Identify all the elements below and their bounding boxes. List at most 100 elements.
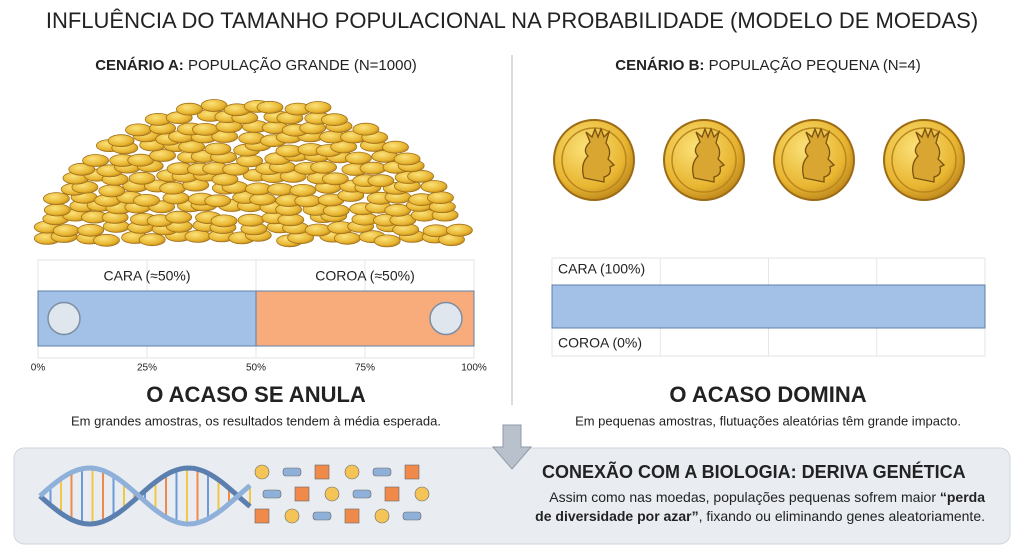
coin-rim — [561, 127, 627, 193]
pile-coin — [420, 180, 448, 193]
bar-label: COROA (0%) — [558, 335, 642, 351]
scenario-a-heading: O ACASO SE ANULA — [146, 382, 366, 407]
scenario-b-label: CENÁRIO B: POPULAÇÃO PEQUENA (N=4) — [615, 57, 921, 74]
pile-coin — [294, 194, 322, 208]
gene-block — [312, 511, 332, 521]
pile-coin — [382, 140, 409, 154]
footer-title: CONEXÃO COM A BIOLOGIA: DERIVA GENÉTICA — [542, 461, 966, 482]
pile-coin — [367, 174, 395, 188]
coin-icon — [47, 301, 81, 336]
gene-circle — [344, 464, 360, 480]
gene-square — [294, 486, 310, 502]
pile-coin — [175, 102, 203, 116]
pile-coin — [125, 123, 152, 137]
pile-coin — [359, 161, 387, 175]
gene-square — [344, 508, 360, 524]
chart-b: CARA (100%) COROA (0%) — [551, 258, 986, 356]
pile-coin — [384, 203, 412, 217]
pile-coin — [184, 229, 212, 243]
pile-coin — [289, 183, 317, 197]
gene-square — [254, 508, 270, 524]
pile-coin — [52, 224, 80, 238]
scenario-b-label-bold: CENÁRIO B: — [615, 57, 704, 74]
pile-coin — [98, 184, 126, 198]
down-arrow — [491, 424, 533, 470]
coin-icon — [429, 301, 463, 336]
pile-coin — [43, 192, 70, 206]
pile-coin — [344, 151, 372, 165]
footer-text-part: Assim como nas moedas, populações pequen… — [549, 489, 940, 505]
x-tick-label: 0% — [31, 363, 46, 374]
x-tick-label: 25% — [137, 363, 157, 374]
coin-rim — [671, 127, 737, 193]
x-tick-label: 50% — [246, 363, 266, 374]
gene-block — [352, 489, 372, 499]
pile-coin — [138, 233, 166, 247]
pile-coin — [204, 142, 232, 156]
pile-coin — [178, 140, 206, 154]
pile-coin — [333, 231, 361, 245]
coin-pile — [33, 99, 473, 248]
pile-coin — [107, 134, 135, 148]
pile-coin — [204, 194, 232, 208]
gene-circle — [414, 486, 430, 502]
queen-profile — [582, 127, 616, 183]
pile-coin — [373, 234, 401, 248]
gene-square — [384, 486, 400, 502]
footer-line: de diversidade por azar”, fixando ou eli… — [535, 508, 985, 524]
x-tick-label: 75% — [355, 363, 375, 374]
scenario-b-heading: O ACASO DOMINA — [669, 382, 866, 407]
pile-coin — [159, 181, 187, 195]
gene-shapes — [254, 464, 430, 524]
gene-circle — [284, 508, 300, 524]
pile-coin — [149, 149, 177, 162]
pile-coin — [320, 113, 348, 127]
dna-helix — [38, 465, 252, 527]
pile-coin — [128, 171, 156, 185]
gene-circle — [254, 464, 270, 480]
pile-coin — [352, 122, 380, 136]
pile-coin — [236, 154, 264, 168]
queen-profile — [692, 127, 726, 183]
pile-coin — [267, 182, 294, 196]
x-tick-label: 100% — [461, 363, 487, 374]
scenario-b-label-text: POPULAÇÃO PEQUENA (N=4) — [709, 57, 921, 74]
scenario-a-label: CENÁRIO A: POPULAÇÃO GRANDE (N=1000) — [95, 57, 417, 74]
footer-text: Assim como nas moedas, populações pequen… — [535, 489, 985, 524]
coin-rim — [781, 127, 847, 193]
gene-block — [262, 489, 282, 499]
gene-square — [314, 464, 330, 480]
strand — [38, 465, 252, 527]
pile-coin — [93, 233, 120, 247]
pile-coin — [427, 191, 454, 205]
pile-coin — [222, 162, 250, 176]
gene-circle — [374, 508, 390, 524]
footer-line: Assim como nas moedas, populações pequen… — [549, 489, 985, 505]
coin-rim — [891, 127, 957, 193]
pile-coin — [310, 160, 338, 174]
page-title: INFLUÊNCIA DO TAMANHO POPULACIONAL NA PR… — [46, 8, 978, 33]
pile-coin — [191, 122, 219, 136]
pile-coin — [422, 224, 450, 238]
scenario-b-caption: Em pequenas amostras, flutuações aleatór… — [575, 413, 961, 428]
pile-coin — [210, 214, 238, 228]
gene-block — [372, 467, 392, 477]
pile-coin — [304, 101, 332, 114]
pile-coin — [133, 193, 160, 207]
gene-square — [404, 464, 420, 480]
queen-profile — [912, 127, 946, 183]
gene-block — [282, 467, 302, 477]
bar-label: COROA (≈50%) — [315, 268, 414, 284]
pile-coin — [200, 99, 228, 112]
pile-coin — [237, 213, 265, 227]
scenario-a-caption: Em grandes amostras, os resultados tende… — [71, 413, 441, 428]
pile-coin — [165, 210, 193, 224]
pile-coin — [82, 154, 109, 167]
pile-coin — [321, 172, 349, 186]
pile-coin — [256, 100, 284, 114]
scenario-a-label-text: POPULAÇÃO GRANDE (N=1000) — [188, 57, 417, 74]
pile-coin — [211, 172, 239, 186]
pile-coin — [77, 223, 105, 237]
footer-text-part: “perda — [940, 489, 985, 505]
